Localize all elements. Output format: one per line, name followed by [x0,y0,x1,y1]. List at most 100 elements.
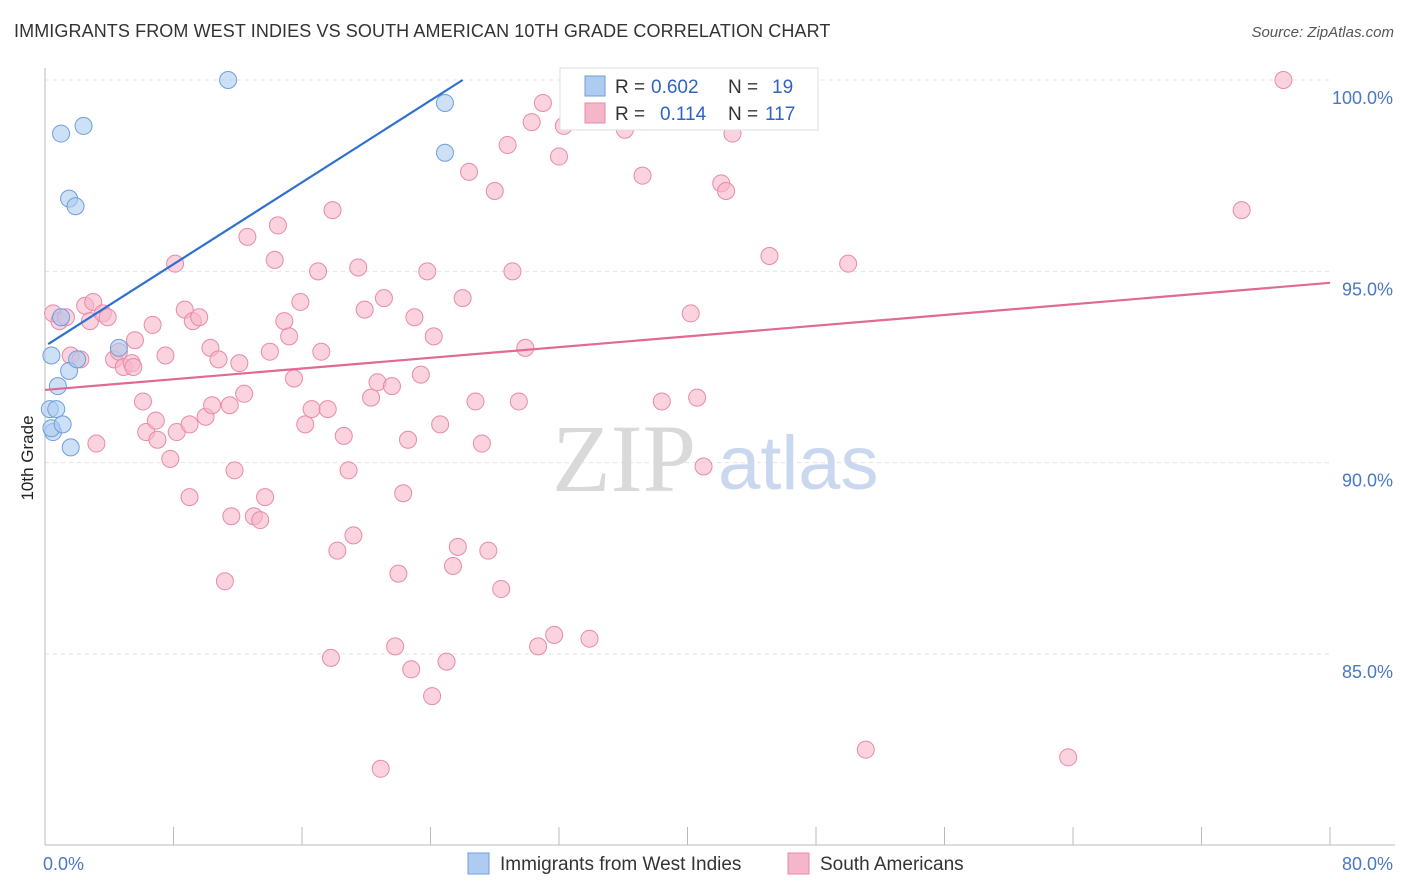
point-south-americans [437,652,456,671]
point-south-americans [633,166,652,185]
x-tick-label: 80.0% [1342,854,1393,874]
point-south-americans [472,434,491,453]
point-west-indies [48,377,67,396]
point-west-indies [68,350,87,369]
point-south-americans [323,201,342,220]
legend: R = 0.602 N = 19 R = 0.114 N = 117 [559,67,819,131]
bottom-legend-swatch-south-americans [787,852,810,875]
point-south-americans [516,338,535,357]
y-tick-label: 100.0% [1332,88,1393,108]
bottom-legend-swatch-west-indies [467,852,490,875]
point-south-americans [503,262,522,281]
point-west-indies [61,438,80,457]
point-south-americans [349,258,368,277]
point-south-americans [431,415,450,434]
y-axis-label: 10th Grade [18,415,37,500]
trend-line-west-indies [47,79,464,345]
point-west-indies [435,143,454,162]
point-south-americans [133,392,152,411]
point-west-indies [66,197,85,216]
point-south-americans [533,93,552,112]
y-tick-label: 85.0% [1342,662,1393,682]
chart-title: IMMIGRANTS FROM WEST INDIES VS SOUTH AME… [14,21,831,41]
point-south-americans [371,759,390,778]
point-south-americans [84,292,103,311]
point-south-americans [1059,748,1078,767]
point-south-americans [203,396,222,415]
point-south-americans [209,350,228,369]
point-south-americans [760,247,779,266]
legend-n-label: N = [728,77,758,98]
legend-r-value: 0.602 [651,77,699,98]
point-south-americans [389,564,408,583]
point-south-americans [694,457,713,476]
bottom-legend-label-south-americans: South Americans [820,854,964,875]
point-south-americans [275,312,294,331]
point-south-americans [318,400,337,419]
bottom-legend-label-west-indies: Immigrants from West Indies [500,854,741,875]
point-west-indies [53,415,72,434]
data-points [40,71,1293,778]
point-south-americans [180,415,199,434]
x-tick-labels: 0.0% 80.0% [43,854,1393,874]
point-west-indies [52,124,71,143]
point-west-indies [435,93,454,112]
point-south-americans [156,346,175,365]
point-south-americans [1274,71,1293,89]
point-south-americans [498,136,517,155]
legend-swatch-west-indies [584,75,606,97]
point-south-americans [125,331,144,350]
point-south-americans [321,648,340,667]
point-south-americans [309,262,328,281]
point-south-americans [550,147,568,166]
point-south-americans [355,300,374,319]
point-south-americans [362,388,381,407]
point-south-americans [260,342,279,361]
point-south-americans [230,354,249,373]
point-south-americans [312,342,331,361]
point-south-americans [374,289,393,308]
point-south-americans [399,430,418,449]
watermark-atlas: atlas [718,421,879,506]
point-south-americans [545,625,564,644]
point-south-americans [509,392,528,411]
point-south-americans [222,507,241,526]
trend-lines [44,79,1331,392]
point-south-americans [386,637,405,656]
point-south-americans [98,308,117,327]
point-south-americans [492,579,511,598]
legend-n-value: 19 [772,77,793,98]
point-south-americans [443,556,462,575]
point-south-americans [466,392,485,411]
point-south-americans [411,365,430,384]
x-tick-label: 0.0% [43,854,84,874]
axes [44,68,1395,846]
point-south-americans [405,308,424,327]
point-west-indies [47,400,66,419]
legend-r-label: R = [615,104,645,125]
point-south-americans [284,369,303,388]
point-south-americans [382,377,401,396]
point-south-americans [146,411,165,430]
point-south-americans [418,262,437,281]
point-south-americans [1232,201,1251,220]
point-west-indies [74,116,93,135]
point-south-americans [424,327,443,346]
point-south-americans [339,461,358,480]
point-south-americans [148,430,167,449]
point-south-americans [215,572,234,591]
source-attribution: Source: ZipAtlas.com [1251,24,1394,41]
point-south-americans [394,484,413,503]
watermark: ZIP atlas [552,405,879,512]
point-west-indies [109,338,128,357]
y-tick-label: 90.0% [1342,471,1393,491]
point-south-americans [268,216,287,235]
point-south-americans [681,304,700,323]
point-south-americans [522,113,541,132]
legend-n-value: 117 [765,104,795,125]
point-south-americans [161,449,180,468]
point-south-americans [220,396,239,415]
point-west-indies [52,308,71,327]
point-south-americans [453,289,472,308]
